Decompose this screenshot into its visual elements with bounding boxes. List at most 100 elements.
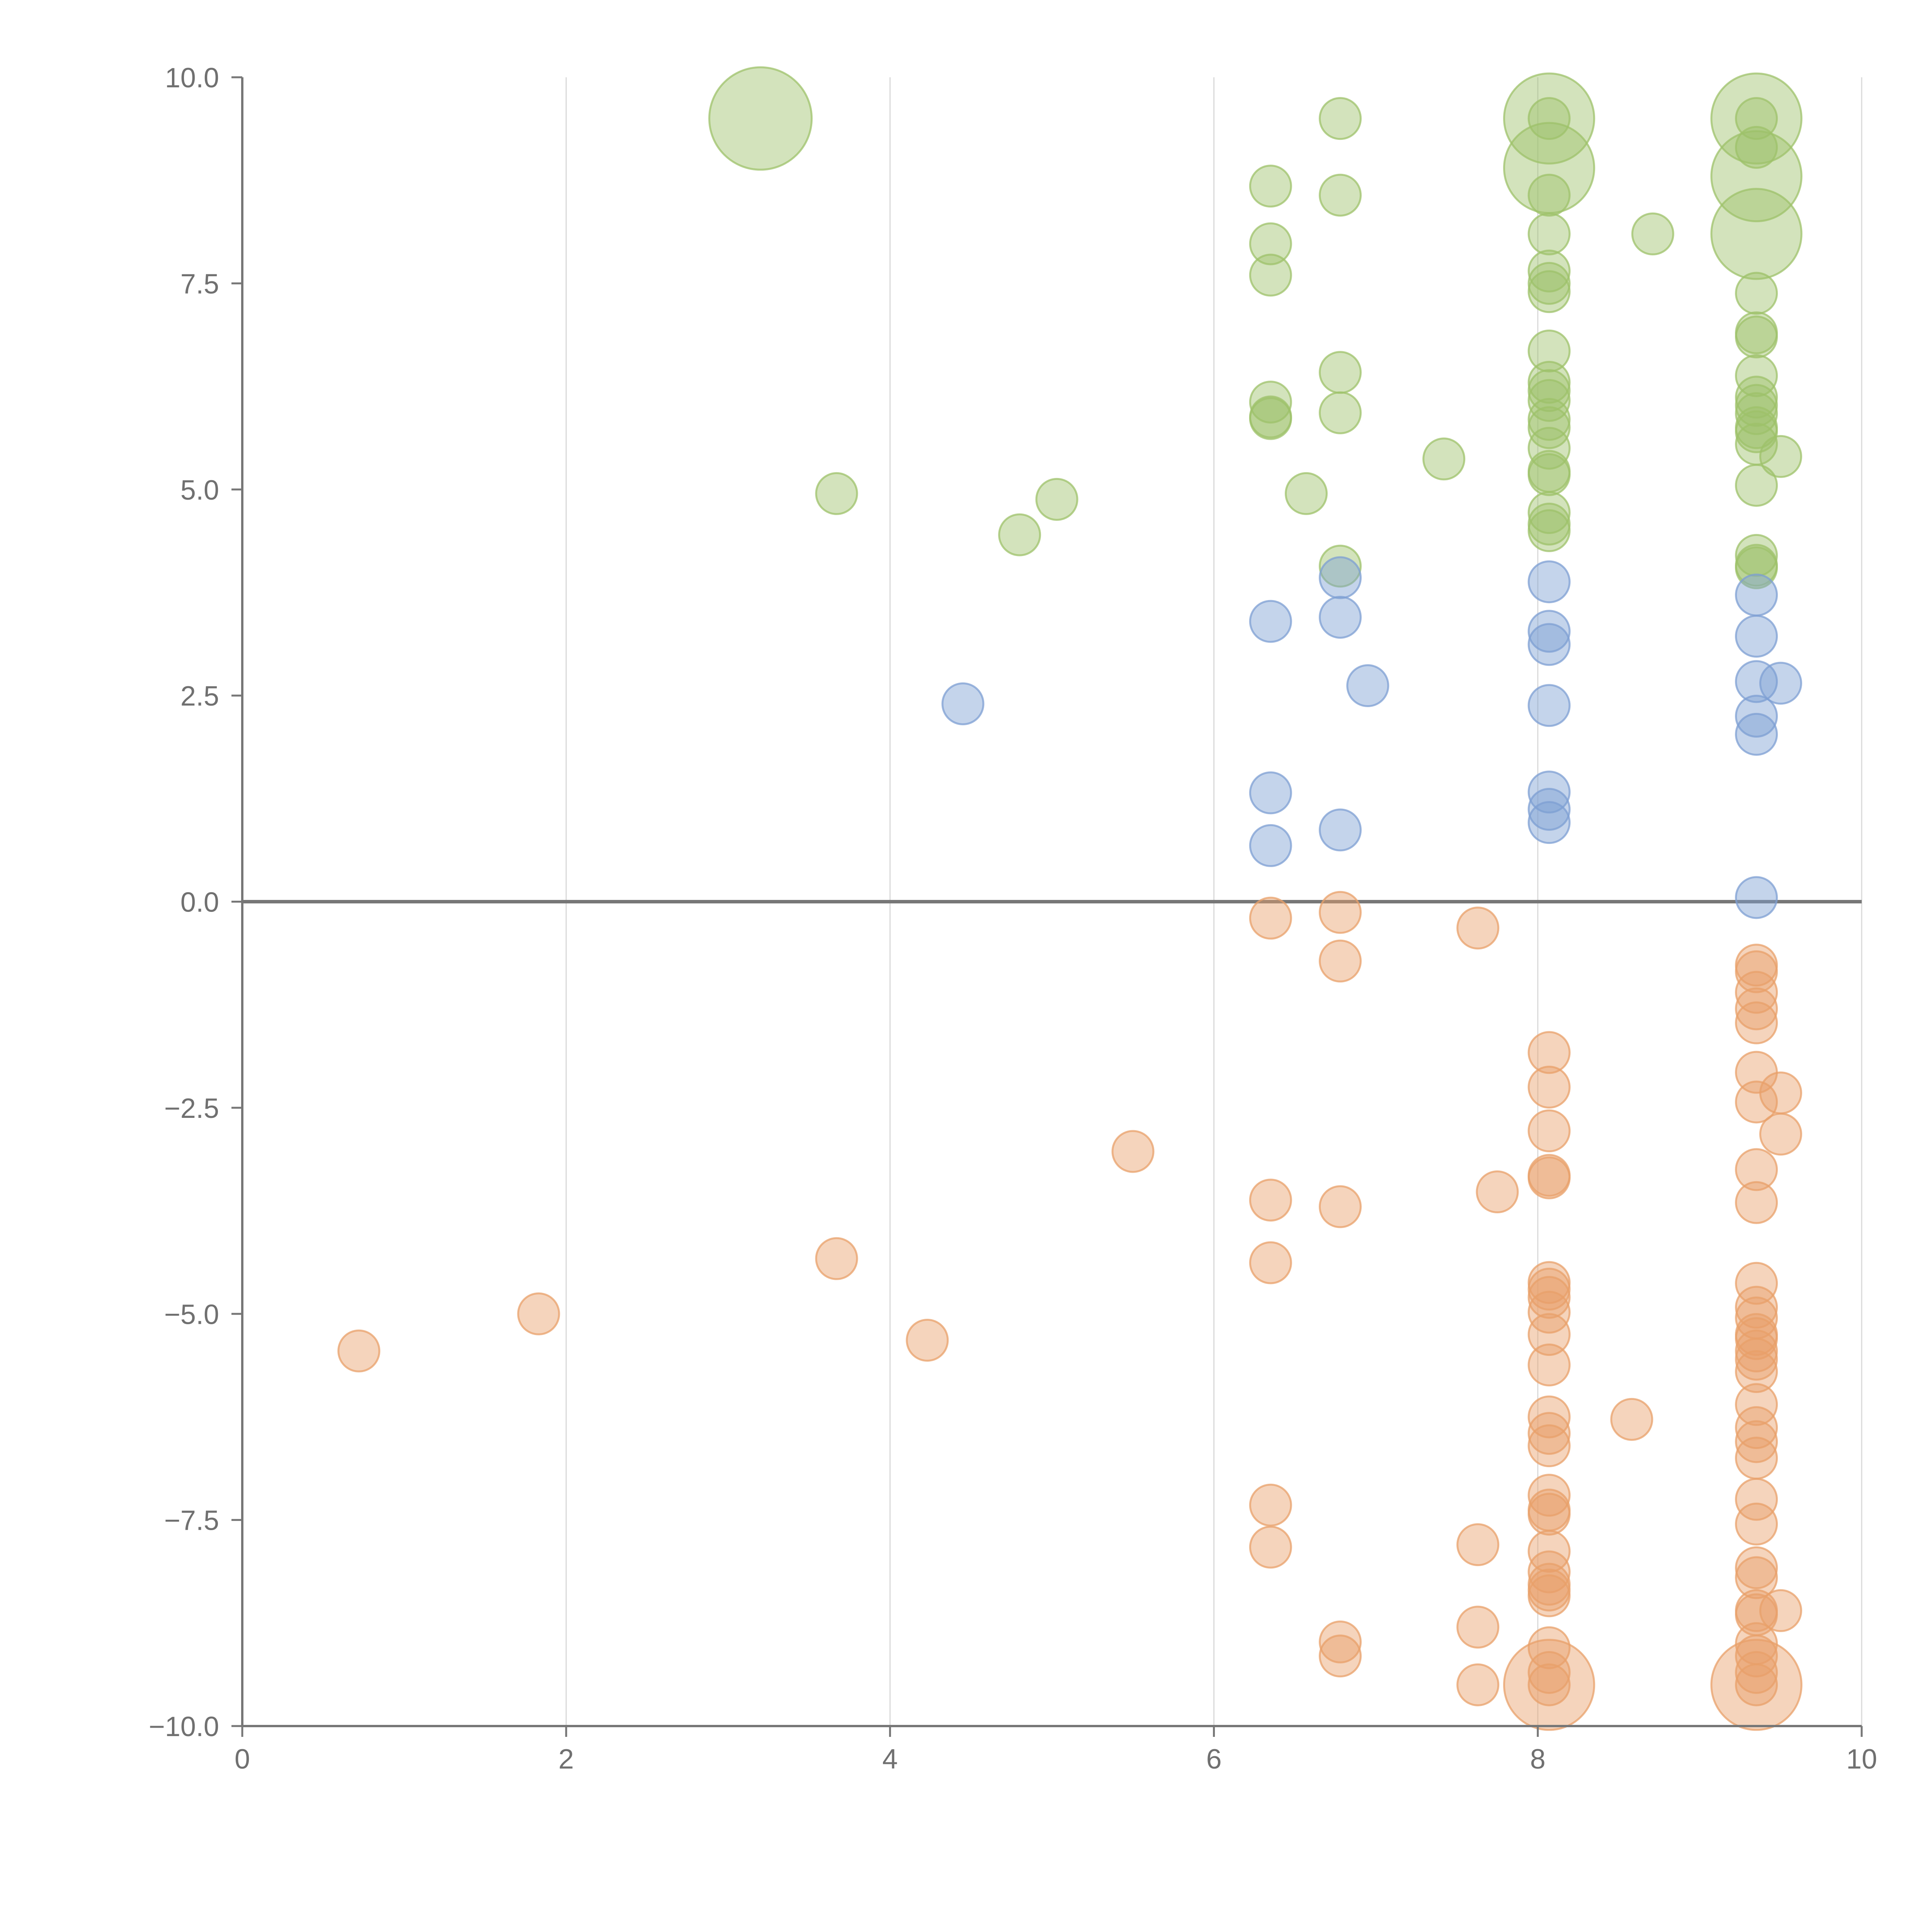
point-green-31 — [1527, 427, 1571, 470]
y-tick-label-8: −10.0 — [149, 1711, 219, 1742]
point-orange-4 — [1111, 1130, 1155, 1173]
y-tick-label-6: −5.0 — [164, 1299, 219, 1330]
point-blue-20 — [1735, 876, 1778, 919]
point-green-42 — [1735, 126, 1778, 169]
point-orange-15 — [1456, 906, 1500, 950]
point-orange-67 — [1735, 1420, 1778, 1463]
point-green-20 — [1527, 173, 1571, 217]
point-orange-33 — [1527, 1412, 1571, 1455]
point-orange-46 — [1610, 1398, 1653, 1441]
point-green-33 — [1527, 453, 1571, 496]
x-tick-label-1: 2 — [558, 1744, 574, 1775]
point-orange-7 — [1249, 1241, 1292, 1284]
point-green-57 — [1759, 435, 1802, 478]
x-tick-label-3: 6 — [1206, 1744, 1222, 1775]
point-blue-13 — [1527, 788, 1571, 831]
point-orange-18 — [1456, 1663, 1500, 1706]
point-green-11 — [1318, 97, 1362, 140]
point-blue-11 — [1527, 684, 1571, 727]
point-blue-17 — [1735, 660, 1778, 703]
point-green-54 — [1735, 534, 1778, 577]
point-green-37 — [1631, 212, 1674, 255]
point-blue-21 — [1759, 662, 1802, 705]
point-orange-56 — [1735, 1181, 1778, 1224]
point-green-53 — [1735, 464, 1778, 507]
point-green-38 — [1710, 72, 1803, 165]
point-orange-45 — [1527, 1663, 1571, 1706]
y-tick-label-4: 0.0 — [180, 887, 219, 918]
point-green-12 — [1318, 173, 1362, 217]
x-tick-label-2: 4 — [882, 1744, 898, 1775]
point-orange-54 — [1735, 1080, 1778, 1124]
x-tick-label-4: 8 — [1530, 1744, 1546, 1775]
point-orange-16 — [1456, 1523, 1500, 1566]
point-orange-21 — [1527, 1031, 1571, 1074]
y-tick-label-1: 7.5 — [180, 269, 219, 299]
y-tick-label-3: 2.5 — [180, 681, 219, 712]
point-orange-1 — [517, 1292, 560, 1335]
point-orange-29 — [1527, 1291, 1571, 1334]
point-green-3 — [1035, 478, 1078, 521]
point-orange-64 — [1735, 1350, 1778, 1393]
point-blue-18 — [1735, 694, 1778, 738]
point-orange-47 — [1710, 1639, 1803, 1731]
point-green-40 — [1710, 188, 1803, 280]
point-orange-63 — [1735, 1338, 1778, 1381]
point-blue-15 — [1735, 573, 1778, 617]
point-orange-10 — [1318, 891, 1362, 934]
point-orange-12 — [1318, 1185, 1362, 1228]
point-orange-19 — [1476, 1170, 1519, 1213]
point-orange-8 — [1249, 1483, 1292, 1527]
point-green-21 — [1527, 212, 1571, 255]
point-orange-5 — [1249, 896, 1292, 940]
y-tick-label-0: 10.0 — [165, 63, 219, 94]
y-tick-label-5: −2.5 — [164, 1093, 219, 1124]
point-blue-3 — [1249, 824, 1292, 867]
point-green-7 — [1249, 381, 1292, 424]
point-green-34 — [1527, 491, 1571, 534]
point-orange-2 — [815, 1237, 858, 1280]
point-orange-17 — [1456, 1605, 1500, 1649]
point-green-9 — [1249, 395, 1292, 439]
tick-labels: 0 2 4 6 8 10 10.0 7.5 5.0 2.5 0.0 −2.5 −5.0 −7.5 −10.0 — [149, 63, 1877, 1775]
point-orange-35 — [1527, 1474, 1571, 1517]
point-green-24 — [1527, 270, 1571, 313]
point-blue-4 — [1318, 556, 1362, 599]
point-orange-3 — [906, 1319, 949, 1362]
point-green-17 — [1503, 72, 1595, 165]
point-orange-55 — [1735, 1148, 1778, 1191]
point-blue-0 — [941, 682, 985, 725]
x-tick-label-5: 10 — [1846, 1744, 1877, 1775]
point-blue-2 — [1249, 771, 1292, 815]
point-orange-6 — [1249, 1179, 1292, 1222]
y-tick-label-2: 5.0 — [180, 475, 219, 506]
point-orange-80 — [1759, 1112, 1802, 1156]
point-orange-77 — [1735, 1651, 1778, 1694]
point-green-36 — [1527, 509, 1571, 552]
point-green-43 — [1735, 272, 1778, 315]
point-orange-78 — [1735, 1663, 1778, 1706]
point-orange-34 — [1527, 1424, 1571, 1468]
point-orange-0 — [337, 1329, 381, 1372]
point-green-39 — [1710, 130, 1803, 223]
point-orange-22 — [1527, 1066, 1571, 1109]
point-orange-81 — [1759, 1589, 1802, 1632]
point-orange-20 — [1503, 1639, 1595, 1731]
point-green-6 — [1249, 253, 1292, 297]
point-green-13 — [1318, 351, 1362, 394]
point-green-16 — [1422, 437, 1466, 481]
point-orange-31 — [1527, 1344, 1571, 1387]
point-blue-8 — [1527, 560, 1571, 604]
point-blue-1 — [1249, 600, 1292, 643]
point-blue-5 — [1318, 595, 1362, 639]
point-orange-57 — [1735, 1262, 1778, 1305]
point-blue-16 — [1735, 615, 1778, 658]
point-orange-52 — [1735, 1001, 1778, 1044]
point-orange-14 — [1318, 1634, 1362, 1678]
point-green-49 — [1735, 392, 1778, 435]
point-orange-13 — [1318, 1620, 1362, 1663]
point-orange-42 — [1527, 1574, 1571, 1617]
point-green-14 — [1318, 391, 1362, 434]
point-green-19 — [1527, 97, 1571, 140]
